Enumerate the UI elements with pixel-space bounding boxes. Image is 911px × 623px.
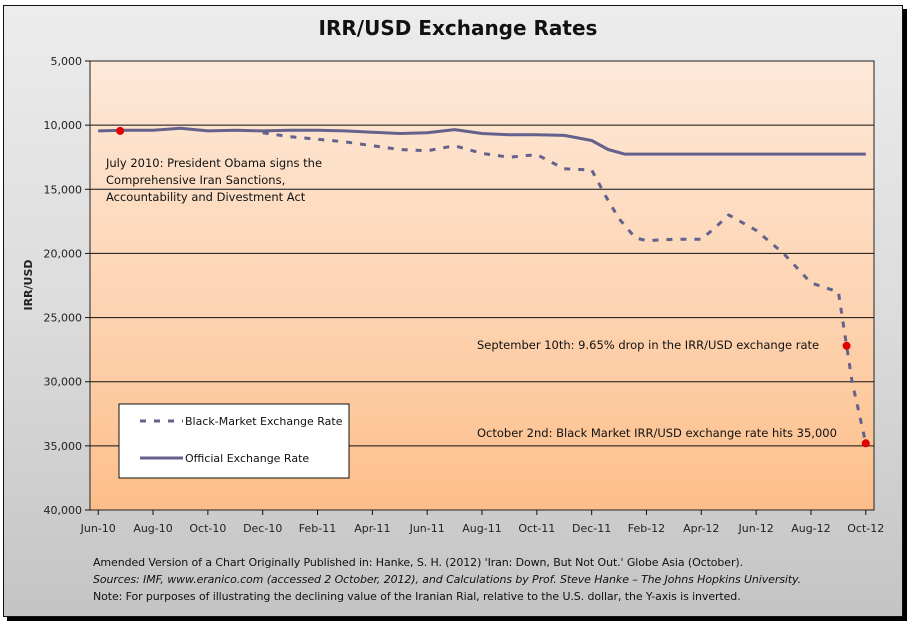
legend-label-black-market: Black-Market Exchange Rate	[185, 415, 343, 428]
series-official-line	[98, 126, 866, 156]
x-tick-label: Dec-10	[243, 522, 282, 535]
y-tick-label: 35,000	[44, 440, 83, 453]
x-tick-label: Aug-12	[791, 522, 830, 535]
x-tick-label: Oct-12	[847, 522, 884, 535]
footer-citation: Amended Version of a Chart Originally Pu…	[93, 556, 743, 569]
y-tick-label: 30,000	[44, 376, 83, 389]
legend: Black-Market Exchange Rate Official Exch…	[118, 403, 350, 479]
x-tick-label: Feb-11	[299, 522, 336, 535]
annotation-obama-line-1: July 2010: President Obama signs the	[105, 156, 322, 170]
x-tick-label: Oct-10	[189, 522, 226, 535]
highlight-points	[116, 126, 870, 448]
x-tick-label: Feb-12	[628, 522, 665, 535]
chart-title: IRR/USD Exchange Rates	[319, 16, 598, 40]
x-axis: Jun-10 Aug-10 Oct-10 Dec-10 Feb-11 Apr-11 Jun-…	[80, 510, 884, 535]
annotation-obama-line-3: Accountability and Divestment Act	[106, 190, 306, 204]
y-axis: 5,000 10,000 15,000 20,000 25,000 30,000 35,00…	[44, 55, 90, 517]
annotation-obama: July 2010: President Obama signs the Com…	[105, 156, 322, 204]
x-tick-label: Apr-11	[354, 522, 390, 535]
annotation-october: October 2nd: Black Market IRR/USD exchan…	[477, 426, 837, 440]
highlight-point	[861, 439, 870, 448]
legend-box	[118, 403, 350, 479]
x-tick-label: Jun-11	[409, 522, 445, 535]
x-tick-label: Aug-11	[462, 522, 501, 535]
series-layer	[98, 126, 868, 444]
x-tick-label: Oct-11	[518, 522, 555, 535]
y-tick-label: 40,000	[44, 504, 83, 517]
series-black-market-line	[262, 131, 868, 444]
x-tick-label: Dec-11	[572, 522, 611, 535]
x-tick-label: Aug-10	[133, 522, 172, 535]
y-axis-title: IRR/USD	[22, 259, 35, 310]
legend-label-official: Official Exchange Rate	[185, 452, 309, 465]
y-tick-label: 20,000	[44, 247, 83, 260]
highlight-point	[842, 341, 851, 350]
highlight-point	[116, 126, 125, 135]
footer-sources: Sources: IMF, www.eranico.com (accessed …	[93, 573, 802, 586]
x-tick-label: Apr-12	[683, 522, 719, 535]
x-tick-label: Jun-10	[80, 522, 116, 535]
annotation-september: September 10th: 9.65% drop in the IRR/US…	[477, 338, 819, 352]
y-tick-label: 5,000	[51, 55, 83, 68]
y-tick-label: 15,000	[44, 183, 83, 196]
annotation-obama-line-2: Comprehensive Iran Sanctions,	[106, 173, 285, 187]
x-tick-label: Jun-12	[738, 522, 774, 535]
y-tick-label: 10,000	[44, 119, 83, 132]
y-tick-label: 25,000	[44, 312, 83, 325]
footer-note: Note: For purposes of illustrating the d…	[93, 590, 741, 603]
